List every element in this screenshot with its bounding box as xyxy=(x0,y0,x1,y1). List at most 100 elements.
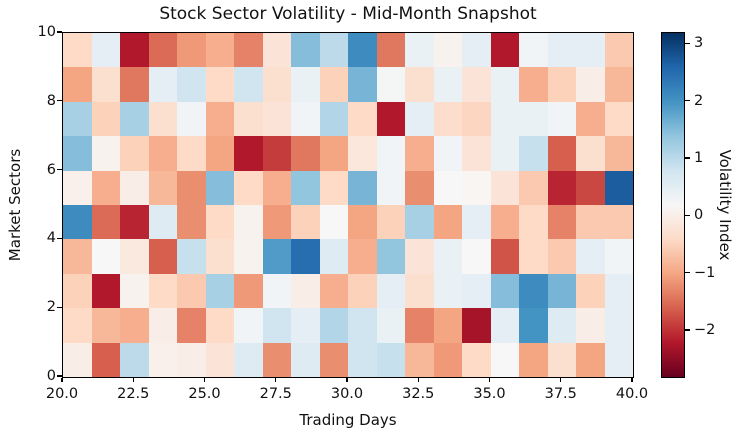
heatmap-cell xyxy=(63,33,92,68)
heatmap-cell xyxy=(319,273,348,309)
heatmap-cell xyxy=(262,342,291,377)
heatmap-cell xyxy=(490,342,519,377)
heatmap-cell xyxy=(462,273,491,309)
heatmap-cell xyxy=(519,170,548,205)
heatmap-cell xyxy=(148,101,177,137)
heatmap-cell xyxy=(262,273,291,309)
heatmap-cell xyxy=(120,101,149,137)
heatmap-cell xyxy=(348,342,377,377)
heatmap-cell xyxy=(234,170,263,205)
heatmap-cell xyxy=(462,33,491,68)
y-tick-label: 10 xyxy=(37,24,56,40)
heatmap-cell xyxy=(490,205,519,240)
heatmap-cell xyxy=(63,308,92,343)
heatmap-cell xyxy=(91,170,120,205)
heatmap-cell xyxy=(205,101,234,137)
y-tick-mark xyxy=(57,31,62,33)
heatmap-cell xyxy=(91,239,120,274)
heatmap-cell xyxy=(519,67,548,102)
heatmap-cell xyxy=(376,33,405,68)
heatmap-cell xyxy=(348,33,377,68)
heatmap-cell xyxy=(205,67,234,102)
heatmap-cell xyxy=(319,136,348,171)
heatmap-cell xyxy=(319,205,348,240)
heatmap-cell xyxy=(63,136,92,171)
heatmap-cell xyxy=(519,342,548,377)
heatmap-cell xyxy=(462,342,491,377)
heatmap-cell xyxy=(490,101,519,137)
heatmap-cell xyxy=(177,205,206,240)
heatmap-cell xyxy=(405,33,434,68)
heatmap-cell xyxy=(576,239,605,274)
y-tick-mark xyxy=(57,168,62,171)
heatmap-cell xyxy=(433,273,462,309)
colorbar-tick-mark xyxy=(685,42,690,45)
heatmap-cell xyxy=(405,239,434,274)
heatmap-cell xyxy=(576,342,605,377)
colorbar-tick-label: −2 xyxy=(694,322,716,339)
heatmap-cell xyxy=(205,205,234,240)
x-axis-label: Trading Days xyxy=(299,411,397,429)
heatmap-cell xyxy=(177,273,206,309)
heatmap-cell xyxy=(234,308,263,343)
heatmap-cell xyxy=(433,342,462,377)
heatmap-cell xyxy=(604,136,633,171)
heatmap-cell xyxy=(490,136,519,171)
heatmap-cell xyxy=(205,342,234,377)
heatmap-cell xyxy=(604,205,633,240)
heatmap-cell xyxy=(376,239,405,274)
colorbar-tick-mark xyxy=(685,100,690,102)
heatmap-cell xyxy=(576,101,605,137)
heatmap-cell xyxy=(376,101,405,137)
heatmap-cell xyxy=(63,205,92,240)
heatmap-cell xyxy=(262,101,291,137)
heatmap-cell xyxy=(604,101,633,137)
heatmap-cell xyxy=(547,205,576,240)
heatmap-cell xyxy=(63,67,92,102)
heatmap-cell xyxy=(91,205,120,240)
heatmap-cell xyxy=(433,101,462,137)
heatmap-cell xyxy=(433,33,462,68)
heatmap-cell xyxy=(576,33,605,68)
heatmap-cell xyxy=(177,170,206,205)
x-tick-mark xyxy=(417,377,419,382)
x-tick-label: 20.0 xyxy=(45,386,79,402)
heatmap-cell xyxy=(547,136,576,171)
heatmap-cell xyxy=(262,205,291,240)
heatmap-cell xyxy=(120,308,149,343)
heatmap-cell xyxy=(433,136,462,171)
heatmap-cell xyxy=(205,170,234,205)
heatmap-cell xyxy=(148,170,177,205)
heatmap-cell xyxy=(63,101,92,137)
chart-title: Stock Sector Volatility - Mid-Month Snap… xyxy=(159,4,537,24)
heatmap-cell xyxy=(319,67,348,102)
x-tick-label: 22.5 xyxy=(117,386,150,402)
heatmap-cell xyxy=(519,33,548,68)
heatmap-cell xyxy=(291,273,320,309)
x-tick-label: 37.5 xyxy=(544,386,577,402)
heatmap-cell xyxy=(291,239,320,274)
heatmap-cell xyxy=(91,101,120,137)
x-tick-mark xyxy=(132,377,134,382)
heatmap-cell xyxy=(91,136,120,171)
heatmap-cell xyxy=(348,67,377,102)
heatmap-cell xyxy=(576,273,605,309)
heatmap-cell xyxy=(177,67,206,102)
heatmap-cell xyxy=(120,33,149,68)
heatmap-cell xyxy=(405,308,434,343)
heatmap-cell xyxy=(291,33,320,68)
heatmap-cell xyxy=(433,67,462,102)
heatmap-cell xyxy=(604,239,633,274)
heatmap-cell xyxy=(291,308,320,343)
y-axis-label: Market Sectors xyxy=(6,148,24,262)
heatmap-cell xyxy=(547,308,576,343)
heatmap-cell xyxy=(234,342,263,377)
heatmap-cell xyxy=(490,170,519,205)
heatmap-plot-area xyxy=(62,32,634,378)
y-tick-mark xyxy=(57,100,62,102)
colorbar-tick-label: 1 xyxy=(694,150,704,167)
heatmap-cell xyxy=(120,205,149,240)
heatmap-cell xyxy=(462,101,491,137)
y-tick-label: 6 xyxy=(46,161,56,178)
heatmap-cell xyxy=(262,33,291,68)
